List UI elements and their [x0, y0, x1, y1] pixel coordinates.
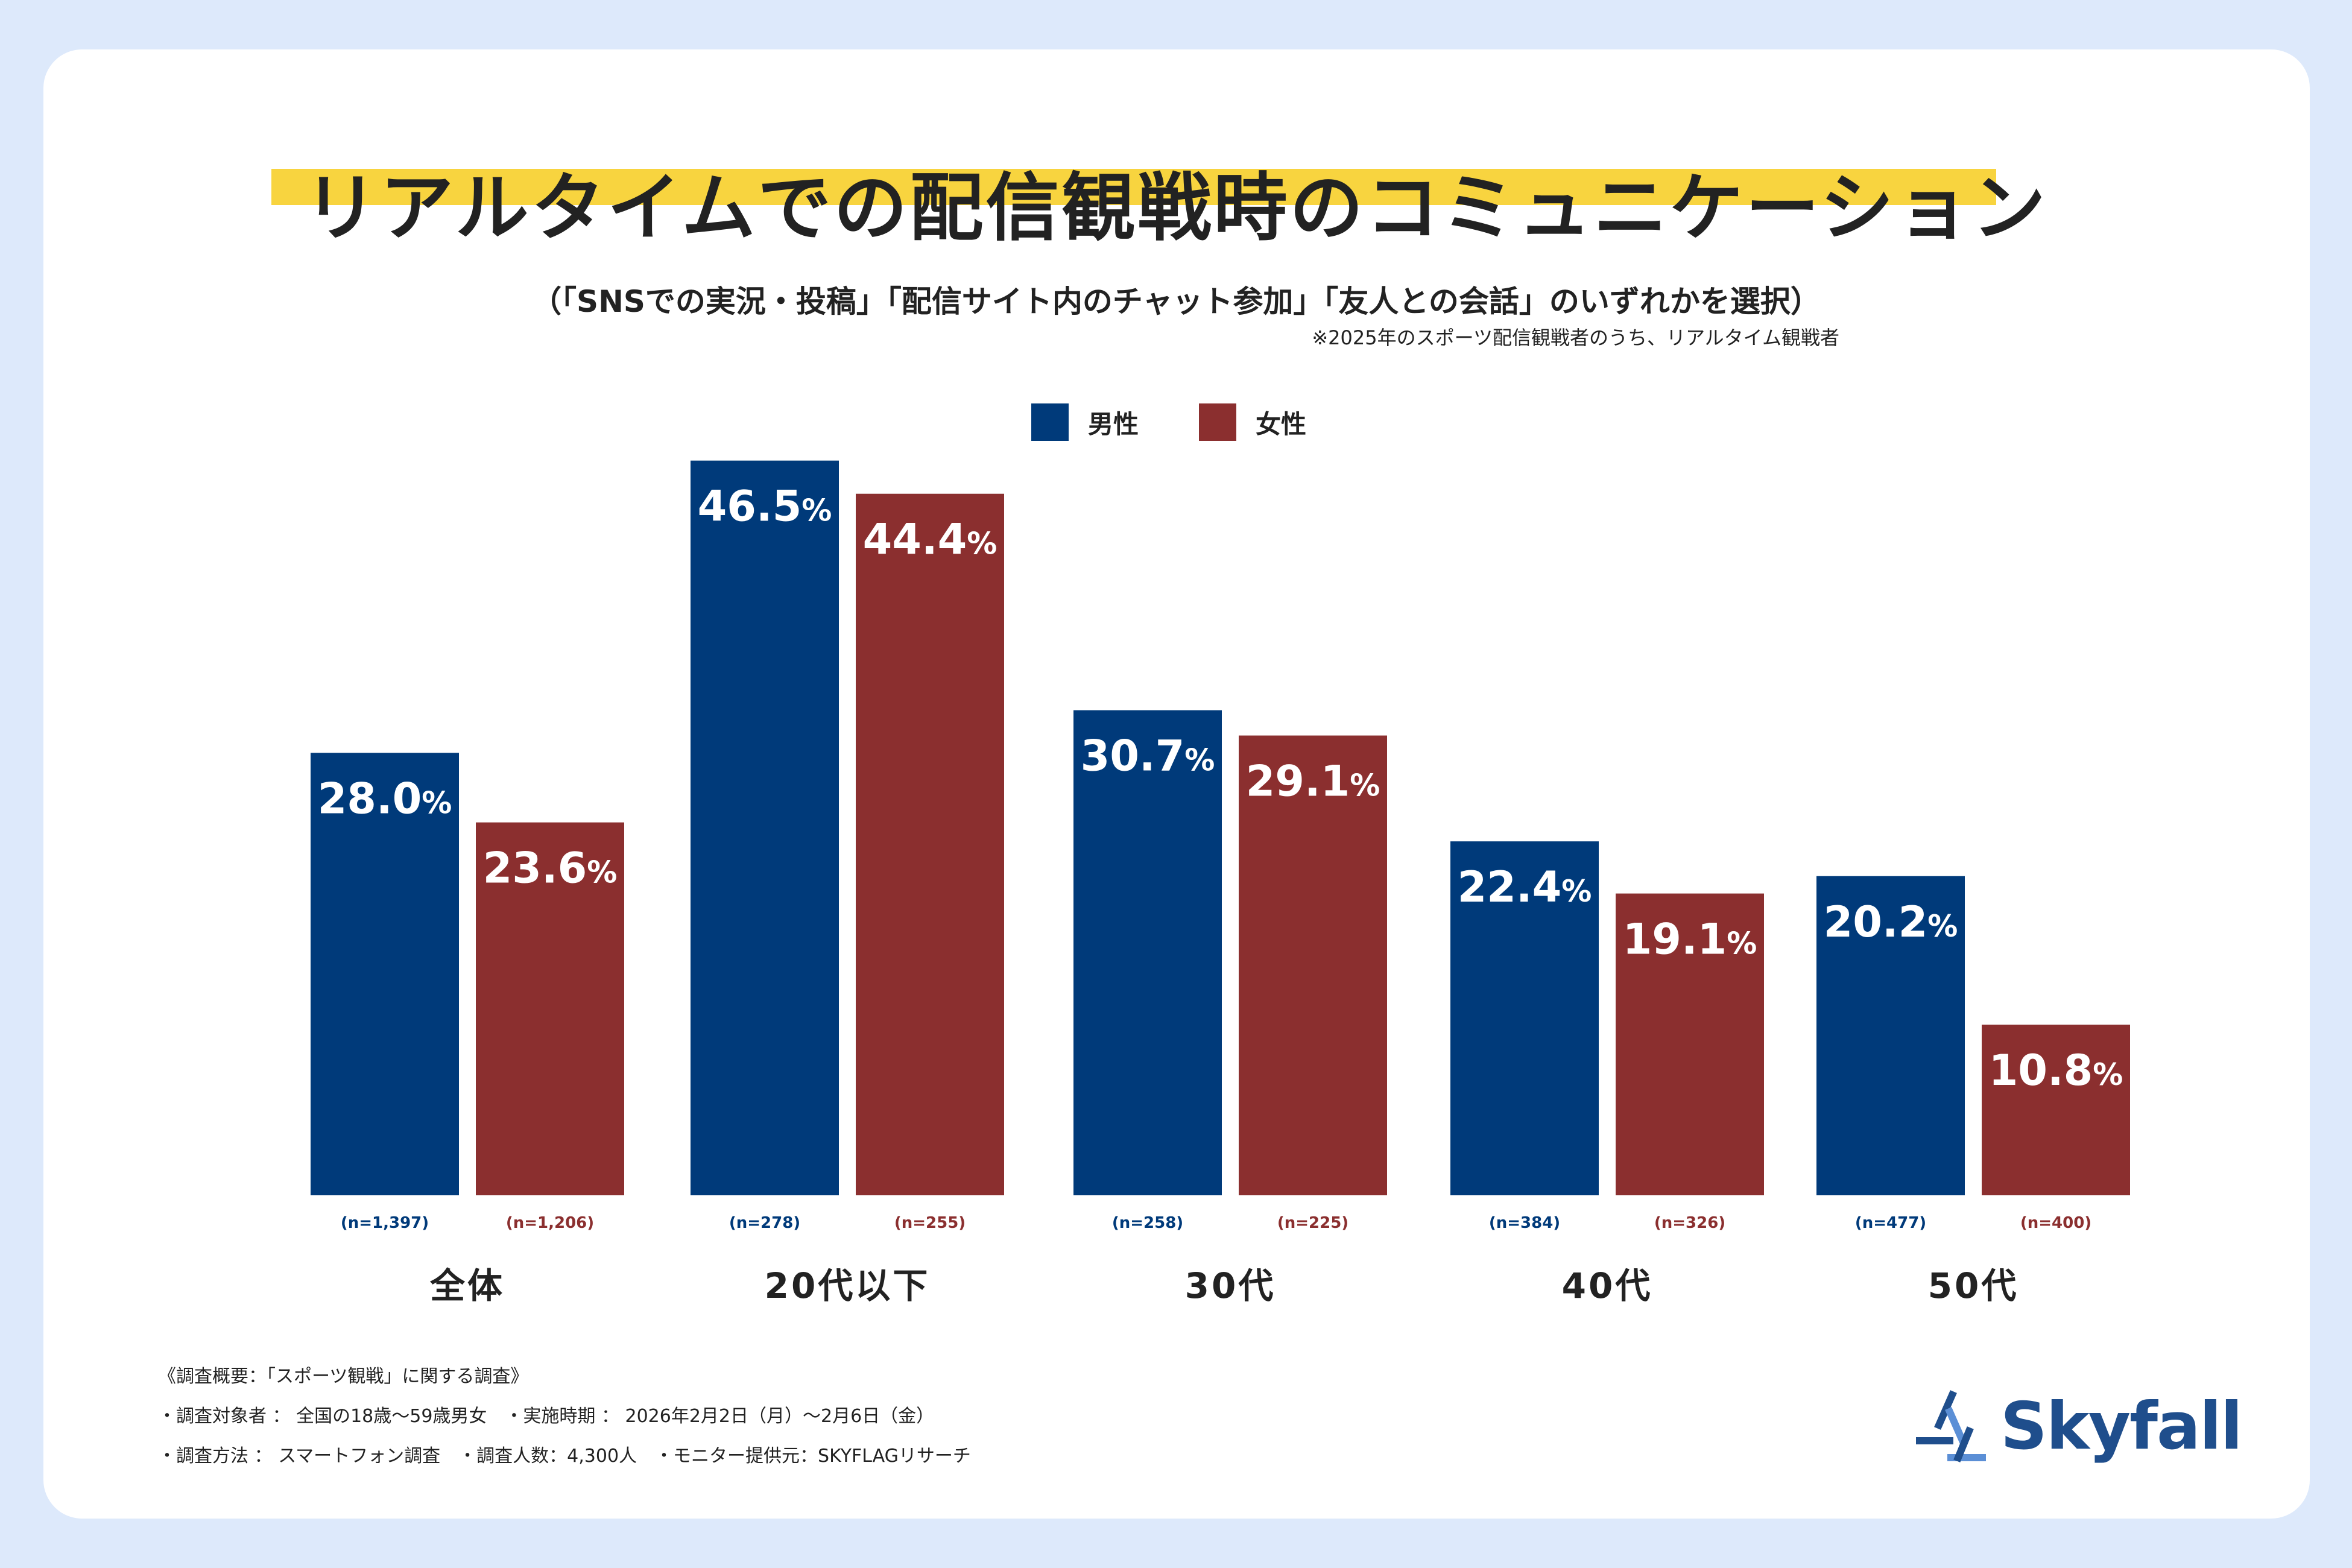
bar-male: [1450, 841, 1599, 1195]
bar-value-label: 19.1%: [1623, 915, 1757, 964]
footnote-line: ・調査対象者 ： 全国の18歳〜59歳男女 ・実施時期 ： 2026年2月2日（…: [158, 1406, 935, 1427]
sample-size-label: (n=326): [1654, 1214, 1725, 1232]
category-label: 全体: [429, 1265, 505, 1306]
footnotes: 《調査概要：「スポーツ観戦」に関する調査》 ・調査対象者 ： 全国の18歳〜59…: [158, 1357, 971, 1476]
bar-value-label: 28.0%: [318, 774, 452, 823]
chart-note: ※2025年のスポーツ配信観戦者のうち、リアルタイム観戦者: [1312, 326, 1839, 349]
sample-size-label: (n=225): [1277, 1214, 1348, 1232]
bar-chart: 28.0% (n=1,397) 23.6% (n=1,206) 全体 46.5% (n=27…: [311, 460, 2130, 1306]
legend-item-female: 女性: [1199, 403, 1306, 441]
chart-title: リアルタイムでの配信観戦時のコミュニケーション: [304, 165, 2048, 251]
bar-value-label: 44.4%: [863, 515, 997, 564]
sample-size-label: (n=477): [1855, 1214, 1926, 1232]
category-label: 30代: [1185, 1265, 1276, 1306]
legend: 男性 女性: [1031, 401, 1342, 443]
bar-value-label: 30.7%: [1081, 732, 1215, 781]
bar-value-label: 22.4%: [1458, 862, 1592, 912]
sample-size-label: (n=278): [729, 1214, 800, 1232]
bar-value-label: 29.1%: [1246, 757, 1380, 806]
sample-size-label: (n=258): [1112, 1214, 1183, 1232]
logo-text: Skyfall: [2000, 1388, 2243, 1464]
sample-size-label: (n=384): [1489, 1214, 1560, 1232]
category-label: 50代: [1928, 1265, 2019, 1306]
category-label: 40代: [1562, 1265, 1653, 1306]
legend-swatch-male: [1031, 403, 1069, 441]
bar-female: [1616, 893, 1764, 1195]
logo: Skyfall: [1915, 1387, 2243, 1465]
skyfall-logo-icon: [1916, 1390, 1986, 1462]
bar-value-label: 20.2%: [1824, 897, 1958, 947]
sample-size-label: (n=255): [894, 1214, 966, 1232]
legend-swatch-female: [1199, 403, 1237, 441]
category-label: 20代以下: [765, 1265, 931, 1306]
sample-size-label: (n=1,206): [506, 1214, 594, 1232]
bar-male: [1073, 710, 1222, 1195]
bar-male: [311, 753, 459, 1195]
footnote-heading: 《調査概要：「スポーツ観戦」に関する調査》: [158, 1366, 529, 1387]
bar-value-label: 10.8%: [1989, 1046, 2123, 1095]
bar-value-label: 46.5%: [698, 482, 832, 531]
legend-label-male: 男性: [1088, 409, 1139, 439]
legend-item-male: 男性: [1031, 403, 1139, 441]
bar-female: [856, 493, 1004, 1195]
bar-male: [691, 460, 839, 1196]
bar-female: [1239, 735, 1387, 1195]
footnote-line: ・調査方法 ： スマートフォン調査 ・調査人数：4,300人 ・モニター提供元：…: [158, 1446, 971, 1467]
bar-value-label: 23.6%: [483, 844, 618, 893]
chart-subtitle: （「SNSでの実況・投稿」「配信サイト内のチャット参加」「友人との会話」のいずれ…: [531, 284, 1821, 319]
sample-size-label: (n=400): [2020, 1214, 2091, 1232]
legend-label-female: 女性: [1256, 409, 1307, 439]
bar-male: [1816, 876, 1965, 1195]
title-highlight: [271, 169, 1996, 205]
bar-female: [476, 822, 624, 1195]
bar-female: [1982, 1025, 2130, 1195]
sample-size-label: (n=1,397): [341, 1214, 429, 1232]
